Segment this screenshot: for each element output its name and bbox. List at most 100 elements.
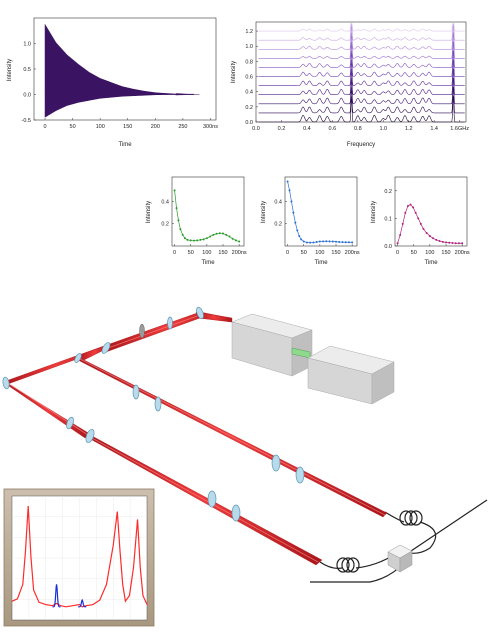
- inset-blue-point: [305, 241, 308, 244]
- inset-green-point: [218, 232, 221, 235]
- spectra-series-trace: [258, 32, 465, 59]
- spectrum-inset-red-trace: [11, 505, 148, 608]
- inset-magenta-xtick-label: 150: [441, 250, 450, 256]
- spectra-ylabel: Intensity: [231, 61, 237, 83]
- inset-blue-point: [294, 221, 297, 224]
- inset-magenta-point: [457, 242, 460, 245]
- decay-ytick-label: 0.0: [23, 93, 31, 99]
- inset-magenta-frame: [394, 176, 468, 247]
- inset-magenta-xtick-label: 0: [396, 250, 399, 256]
- inset-blue-point: [322, 240, 325, 243]
- decay-xtick-label: 300ns: [203, 124, 218, 130]
- inset-green-point: [179, 228, 182, 231]
- mirror-left-lower: [85, 428, 95, 444]
- inset-blue-point: [290, 200, 293, 203]
- inset-magenta-point: [409, 203, 412, 206]
- inset-green-point: [192, 239, 195, 242]
- inset-green-point: [173, 189, 176, 192]
- spectra-xlabel: Frequency: [347, 142, 375, 148]
- inset-green-point: [202, 238, 205, 241]
- lens-lower-2: [231, 504, 241, 522]
- spectra-xtick-label: 1.6GHz: [450, 126, 469, 132]
- inset-green-point: [209, 235, 212, 238]
- mirror-left: [2, 376, 10, 390]
- spectra-xtick-label: 0.4: [303, 126, 311, 132]
- fiber-line-to-coupler: [404, 521, 437, 554]
- inset-blue-xlabel: Time: [314, 260, 328, 266]
- aperture-disc: [139, 323, 145, 339]
- inset-blue-point: [351, 241, 354, 244]
- spectrum-inset-blue-peak: [52, 584, 61, 608]
- inset-blue-point: [309, 241, 312, 244]
- spectra-ytick-label: 1.2: [245, 29, 253, 35]
- spectra-series-trace: [258, 68, 465, 96]
- inset-blue-point: [325, 240, 328, 243]
- inset-magenta-point: [445, 241, 448, 244]
- inset-blue-point: [335, 240, 338, 243]
- inset-green-point: [238, 240, 241, 243]
- inset-chart-blue: 0 50 100 150 200ns 0.2 0.4 Time Intensity: [261, 176, 360, 266]
- inset-blue-fit-line: [287, 181, 353, 244]
- spectra-chart-frame: [255, 21, 467, 123]
- inset-green-xlabel: Time: [201, 260, 215, 266]
- decay-ytick-label: 0.5: [23, 67, 31, 73]
- inset-green-point: [225, 233, 228, 236]
- inset-blue-ylabel: Intensity: [261, 201, 267, 223]
- inset-green-xtick-label: 200ns: [232, 250, 247, 256]
- inset-magenta-point: [422, 227, 425, 230]
- spectra-ytick-label: 0.4: [245, 90, 253, 96]
- inset-green-frame: [171, 176, 245, 247]
- inset-green-point: [212, 233, 215, 236]
- spectra-xtick-label: 0.8: [354, 126, 362, 132]
- inset-green-ylabel: Intensity: [146, 201, 152, 223]
- inset-magenta-point: [414, 211, 417, 214]
- inset-magenta-point: [401, 222, 404, 225]
- decay-ylabel: Intensity: [7, 59, 13, 81]
- inset-blue-frame: [284, 176, 358, 247]
- inset-magenta-point: [435, 238, 438, 241]
- inset-blue-point: [286, 180, 289, 183]
- inset-magenta-point: [461, 242, 464, 245]
- inset-magenta-point: [404, 211, 407, 214]
- spectra-xtick-label: 0.2: [278, 126, 286, 132]
- inset-green-point: [181, 233, 184, 236]
- spectra-series-trace: [258, 77, 465, 105]
- fiber-coil-upper: [399, 510, 423, 526]
- inset-green-point: [199, 238, 202, 241]
- spectra-xtick-label: 0.6: [329, 126, 337, 132]
- inset-blue-xtick-label: 50: [301, 250, 307, 256]
- spectra-xtick-label: 0.0: [252, 126, 260, 132]
- spectra-series-trace: [258, 50, 465, 77]
- inset-green-ytick-label: 0.4: [161, 199, 169, 205]
- inset-magenta-point: [454, 242, 457, 245]
- inset-magenta-point: [406, 204, 409, 207]
- spectrum-inset-blue-peak: [78, 598, 87, 608]
- spectrum-inset: [3, 488, 155, 627]
- decay-ytick-label: -0.5: [22, 118, 31, 124]
- inset-magenta-xtick-label: 200ns: [455, 250, 470, 256]
- inset-magenta-point: [417, 217, 420, 220]
- inset-blue-xtick-label: 0: [286, 250, 289, 256]
- inset-magenta-ytick-label: 0.0: [384, 244, 392, 250]
- laser-source-box: [231, 313, 313, 377]
- inset-blue-point: [328, 240, 331, 243]
- inset-blue-point: [292, 211, 295, 214]
- laser-beams: [2, 311, 388, 566]
- inset-blue-xtick-label: 150: [331, 250, 340, 256]
- inset-magenta-xtick-label: 100: [425, 250, 434, 256]
- inset-green-point: [205, 237, 208, 240]
- inset-green-ytick-label: 0.2: [161, 222, 169, 228]
- inset-green-point: [189, 239, 192, 242]
- inset-magenta-point: [432, 237, 435, 240]
- inset-chart-green: 0 50 100 150 200ns 0.2 0.4 Time Intensity: [146, 176, 247, 266]
- decay-xtick-label: 50: [70, 124, 76, 130]
- mirror-top-left: [101, 342, 111, 354]
- inset-magenta-point: [396, 242, 399, 245]
- optical-elements: [2, 306, 305, 522]
- beam-left-diag: [2, 381, 91, 439]
- inset-blue-point: [298, 234, 301, 237]
- inset-green-fit-line: [174, 190, 240, 242]
- spectra-series-trace: [258, 23, 465, 41]
- spectra-xtick-label: 1.2: [405, 126, 413, 132]
